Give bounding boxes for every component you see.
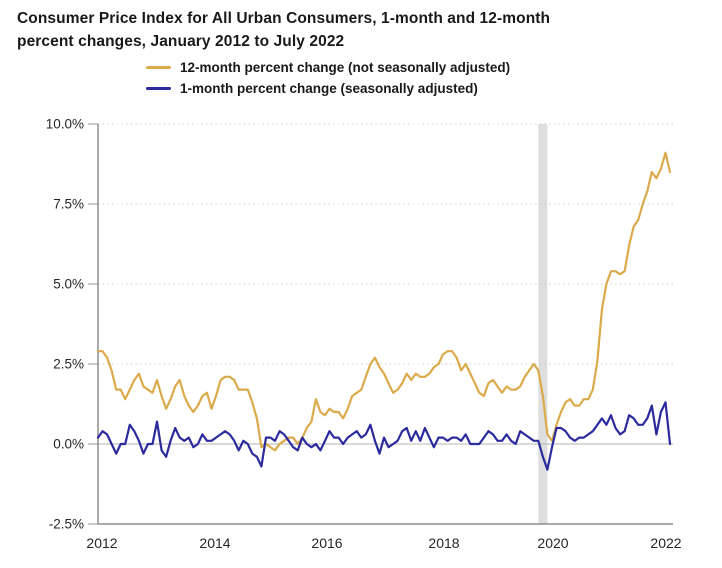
chart-title-line-2: percent changes, January 2012 to July 20…	[17, 33, 345, 50]
recession-shading-band	[538, 124, 548, 524]
series-12-month-line	[96, 151, 672, 452]
x-tick-label: 2016	[311, 535, 342, 551]
chart-title-line-1: Consumer Price Index for All Urban Consu…	[17, 10, 551, 27]
y-tick-label: 0.0%	[53, 437, 84, 452]
x-tick-label: 2012	[86, 535, 117, 551]
legend-swatch-12-month-line	[146, 66, 171, 69]
y-tick-label: 2.5%	[53, 357, 84, 372]
legend-swatch-1-month-line	[146, 87, 171, 90]
y-tick-label: 5.0%	[53, 277, 84, 292]
x-tick-label: 2018	[428, 535, 459, 551]
x-tick-label: 2020	[537, 535, 568, 551]
legend-label-12-month: 12-month percent change (not seasonally …	[180, 60, 511, 75]
series-1-month-line	[96, 401, 672, 471]
chart-title: Consumer Price Index for All Urban Consu…	[17, 7, 550, 53]
legend-label-1-month: 1-month percent change (seasonally adjus…	[180, 81, 478, 96]
legend-item-12-month: 12-month percent change (not seasonally …	[146, 57, 510, 78]
legend-item-1-month: 1-month percent change (seasonally adjus…	[146, 78, 510, 99]
x-tick-label: 2022	[650, 535, 681, 551]
x-tick-label: 2014	[199, 535, 230, 551]
y-tick-label: 7.5%	[53, 197, 84, 212]
y-tick-label: 10.0%	[46, 117, 84, 132]
legend: 12-month percent change (not seasonally …	[146, 57, 510, 99]
y-tick-label: -2.5%	[49, 517, 84, 532]
